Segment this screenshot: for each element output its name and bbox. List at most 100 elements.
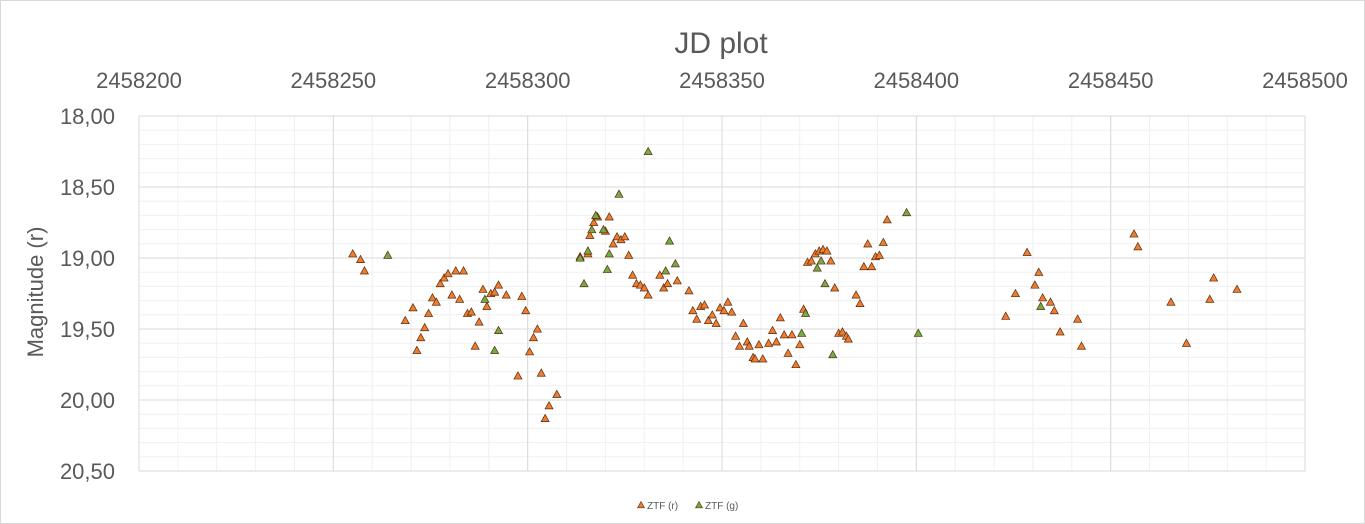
data-point [474, 317, 484, 326]
x-tick-label: 2458500 [1262, 68, 1348, 93]
data-point [482, 301, 492, 310]
data-point [1055, 327, 1065, 336]
data-point [435, 278, 445, 288]
data-point [688, 305, 698, 315]
data-point [1181, 338, 1192, 347]
data-point [451, 266, 461, 275]
data-point [420, 322, 430, 332]
data-point [719, 305, 729, 315]
y-tick-label: 20,00 [60, 388, 115, 413]
data-point [602, 264, 612, 273]
data-point [659, 283, 669, 292]
data-point [882, 214, 892, 224]
data-point [754, 339, 764, 349]
data-point [783, 348, 793, 357]
data-point [1129, 229, 1139, 238]
data-point [806, 256, 816, 265]
data-point [1076, 341, 1087, 350]
data-point [604, 212, 614, 221]
data-point [501, 290, 511, 299]
data-point [612, 231, 622, 241]
data-point [820, 278, 830, 288]
data-point [614, 189, 624, 198]
data-point [830, 283, 840, 292]
data-point [1209, 273, 1219, 282]
data-point [1049, 305, 1059, 315]
legend-marker [636, 500, 646, 509]
data-point [855, 298, 865, 307]
data-point [750, 354, 760, 363]
data-point [579, 278, 589, 288]
data-point [431, 297, 441, 306]
data-point [540, 413, 550, 423]
data-point [628, 270, 638, 279]
data-point [1038, 293, 1048, 302]
data-point [1166, 297, 1176, 306]
data-point [493, 280, 504, 289]
data-point [1205, 294, 1215, 303]
data-point [670, 258, 680, 268]
y-tick-label: 19,00 [60, 246, 115, 271]
legend-entry: ZTF (g) [705, 501, 738, 512]
data-point [764, 338, 774, 347]
data-point [587, 224, 597, 234]
data-point [1036, 301, 1046, 310]
data-point [758, 354, 768, 363]
data-point [525, 346, 535, 356]
data-point [913, 328, 923, 337]
y-tick-label: 18,50 [60, 175, 115, 200]
x-tick-label: 2458350 [679, 68, 765, 93]
data-point [400, 315, 410, 325]
data-point [826, 256, 836, 265]
data-point [684, 285, 694, 295]
data-point [598, 224, 609, 234]
data-point [1034, 267, 1044, 276]
data-point [800, 308, 811, 317]
data-point [672, 275, 682, 285]
data-point [816, 256, 826, 265]
data-point [443, 268, 453, 278]
data-point [624, 250, 634, 259]
data-point [408, 302, 418, 312]
y-tick-label: 18,00 [60, 104, 115, 129]
data-point [723, 297, 733, 306]
data-point [744, 341, 754, 350]
series-ztf-r [348, 212, 1242, 423]
data-point [591, 210, 601, 219]
data-point [439, 273, 449, 282]
data-point [902, 207, 912, 217]
data-point [416, 332, 426, 342]
x-tick-label: 2458250 [291, 68, 377, 93]
x-tick-label: 2458450 [1068, 68, 1154, 93]
data-point [812, 263, 822, 272]
data-point [585, 230, 595, 239]
data-point [589, 217, 599, 227]
legend-marker [694, 500, 704, 509]
data-point [715, 302, 725, 312]
x-tick-label: 2458300 [485, 68, 571, 93]
data-point [643, 146, 653, 156]
data-point [867, 261, 877, 271]
data-point [536, 368, 546, 377]
data-point [455, 294, 465, 303]
data-point [427, 293, 438, 302]
data-point [767, 325, 778, 334]
data-point [348, 249, 358, 258]
data-point [521, 305, 531, 315]
x-axis-tick-labels: 2458200 2458250 2458300 2458350 2458400 24584… [96, 68, 1348, 93]
data-point [703, 315, 713, 325]
data-point [655, 270, 665, 279]
data-point [1010, 288, 1021, 298]
data-point [738, 318, 748, 327]
data-point [604, 249, 614, 258]
data-point [775, 312, 785, 322]
data-point [635, 280, 645, 289]
data-point [1133, 241, 1143, 251]
data-point [734, 341, 745, 350]
data-point [791, 359, 801, 369]
data-point [859, 261, 869, 271]
data-point [490, 345, 500, 354]
data-point [797, 328, 807, 337]
data-point [643, 290, 653, 299]
